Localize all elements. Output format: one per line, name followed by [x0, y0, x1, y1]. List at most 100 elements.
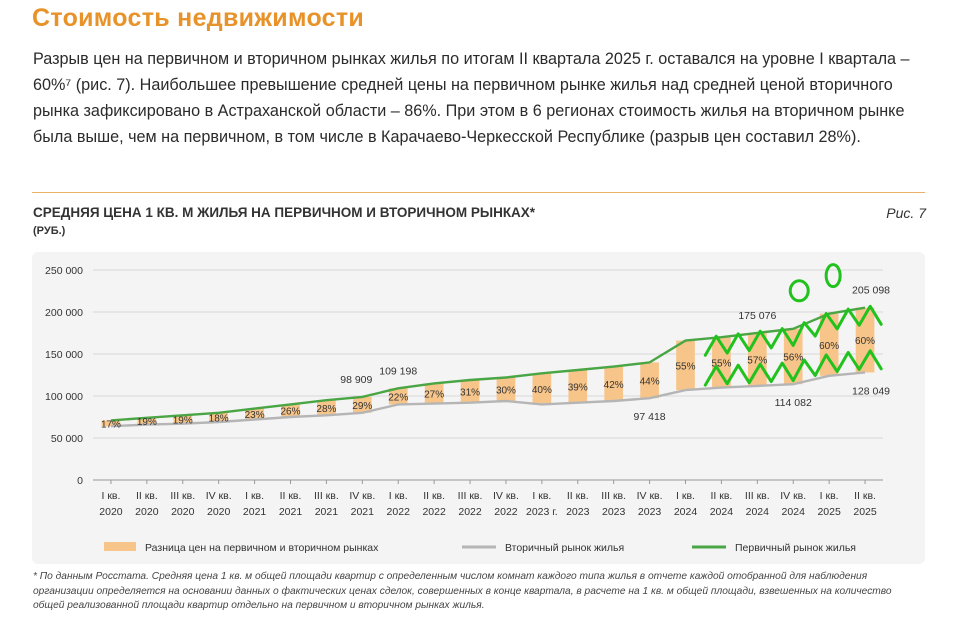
legend-secondary-label: Вторичный рынок жилья [505, 542, 624, 554]
gap-bar [532, 373, 552, 405]
x-tick-label-quarter: IV кв. [780, 490, 806, 502]
annotation-zigzag-upper [703, 304, 883, 357]
gap-bar [568, 369, 588, 403]
x-tick-label-year: 2023 [602, 506, 626, 518]
x-tick-label-quarter: II кв. [423, 490, 445, 502]
x-tick-label-year: 2023 [638, 506, 662, 518]
gap-percent-label: 23% [245, 410, 265, 421]
y-tick-label: 0 [77, 475, 83, 487]
x-tick-label-quarter: I кв. [532, 490, 551, 502]
gap-percent-label: 40% [532, 385, 552, 396]
x-tick-label-quarter: II кв. [280, 490, 302, 502]
legend-primary-label: Первичный рынок жилья [735, 542, 856, 554]
value-label: 114 082 [775, 397, 812, 409]
gap-percent-label: 42% [604, 380, 624, 391]
x-tick-label-quarter: IV кв. [493, 490, 519, 502]
gap-percent-label: 19% [137, 417, 157, 428]
x-tick-label-year: 2022 [422, 506, 446, 518]
x-tick-label-quarter: II кв. [854, 490, 876, 502]
gap-bar [317, 400, 336, 416]
gap-percent-label: 55% [675, 361, 695, 372]
gap-percent-label: 18% [209, 413, 229, 424]
gap-percent-label: 31% [460, 387, 480, 398]
secondary-market-line [110, 371, 866, 428]
annotation-zigzag-lower [703, 349, 883, 387]
y-tick-label: 250 000 [45, 265, 83, 277]
x-tick-label-quarter: III кв. [601, 490, 626, 502]
gap-bar [676, 340, 695, 391]
chart-title: СРЕДНЯЯ ЦЕНА 1 КВ. М ЖИЛЬЯ НА ПЕРВИЧНОМ … [33, 205, 536, 220]
gap-percent-label: 19% [173, 416, 193, 427]
footnote: * По данным Росстата. Средняя цена 1 кв.… [33, 571, 892, 611]
price-chart: 17% 19% 19% 18% 23% 26% 28% 29% 22% 27% 31% 30% 40% 3… [45, 263, 890, 554]
value-label: 109 198 [379, 365, 417, 377]
x-tick-label-quarter: II кв. [710, 490, 732, 502]
value-label: 205 098 [852, 285, 890, 297]
gap-percent-label: 56% [783, 352, 803, 363]
x-tick-label-year: 2023 [566, 506, 590, 518]
gap-percent-label: 29% [352, 401, 372, 412]
x-tick-label-year: 2022 [458, 506, 482, 518]
x-tick-label-quarter: II кв. [136, 490, 158, 502]
x-tick-label-year: 2022 [387, 506, 411, 518]
x-tick-label-quarter: III кв. [458, 490, 483, 502]
value-label: 175 076 [738, 310, 776, 322]
value-label: 98 909 [340, 374, 372, 386]
section-divider [32, 192, 925, 193]
x-tick-label-quarter: III кв. [170, 490, 195, 502]
page-title: Стоимость недвижимости [32, 4, 365, 32]
x-tick-label-year: 2024 [710, 506, 734, 518]
gap-bar [281, 404, 300, 417]
chart-container: 17% 19% 19% 18% 23% 26% 28% 29% 22% 27% 31% 30% 40% 3… [32, 252, 925, 564]
x-tick-label-quarter: I кв. [245, 490, 264, 502]
gap-percent-label: 39% [568, 382, 588, 393]
y-tick-label: 100 000 [45, 391, 83, 403]
gap-bar [496, 377, 516, 402]
intro-paragraph: Разрыв цен на первичном и вторичном рынк… [33, 50, 910, 146]
gap-bar [604, 366, 624, 402]
gap-percent-label: 44% [640, 376, 660, 387]
x-tick-label-year: 2020 [207, 506, 231, 518]
x-tick-label-quarter: I кв. [101, 490, 120, 502]
gap-percent-label: 17% [101, 419, 121, 430]
legend-bar-label: Разница цен на первичном и вторичном рын… [145, 542, 379, 554]
gap-bar [245, 408, 264, 420]
x-tick-label-year: 2020 [171, 506, 195, 518]
gap-bar [388, 388, 408, 405]
chart-unit: (РУБ.) [33, 225, 66, 237]
x-tick-label-quarter: III кв. [314, 490, 339, 502]
gap-percent-label: 60% [819, 341, 839, 352]
x-tick-label-year: 2023 г. [526, 506, 558, 518]
x-tick-label-year: 2020 [99, 506, 123, 518]
y-tick-label: 50 000 [51, 433, 83, 445]
x-tick-label-year: 2024 [782, 506, 806, 518]
gap-bar [640, 362, 659, 399]
x-tick-label-year: 2022 [494, 506, 518, 518]
x-tick-label-quarter: IV кв. [637, 490, 663, 502]
x-tick-label-year: 2025 [853, 506, 877, 518]
x-tick-label-year: 2021 [315, 506, 339, 518]
gap-bar [460, 380, 480, 403]
y-tick-label: 150 000 [45, 349, 83, 361]
gap-percent-label: 57% [747, 355, 767, 366]
x-tick-label-year: 2024 [746, 506, 770, 518]
gap-percent-label: 30% [496, 385, 516, 396]
gap-bar [173, 415, 193, 424]
x-tick-label-quarter: I кв. [676, 490, 695, 502]
value-label: 97 418 [634, 411, 666, 423]
gap-percent-label: 60% [855, 336, 875, 347]
x-tick-label-year: 2024 [674, 506, 698, 518]
x-tick-label-year: 2020 [135, 506, 159, 518]
x-tick-label-quarter: I кв. [389, 490, 408, 502]
gap-percent-label: 22% [388, 392, 408, 403]
x-tick-label-year: 2021 [243, 506, 267, 518]
x-tick-label-quarter: III кв. [745, 490, 770, 502]
x-tick-label-quarter: II кв. [567, 490, 589, 502]
x-tick-label-year: 2021 [351, 506, 375, 518]
x-tick-label-quarter: IV кв. [349, 490, 375, 502]
x-tick-label-year: 2021 [279, 506, 303, 518]
x-tick-label-quarter: I кв. [820, 490, 839, 502]
legend-bar-swatch [104, 542, 136, 551]
gap-percent-label: 27% [424, 389, 444, 400]
y-tick-label: 200 000 [45, 307, 83, 319]
